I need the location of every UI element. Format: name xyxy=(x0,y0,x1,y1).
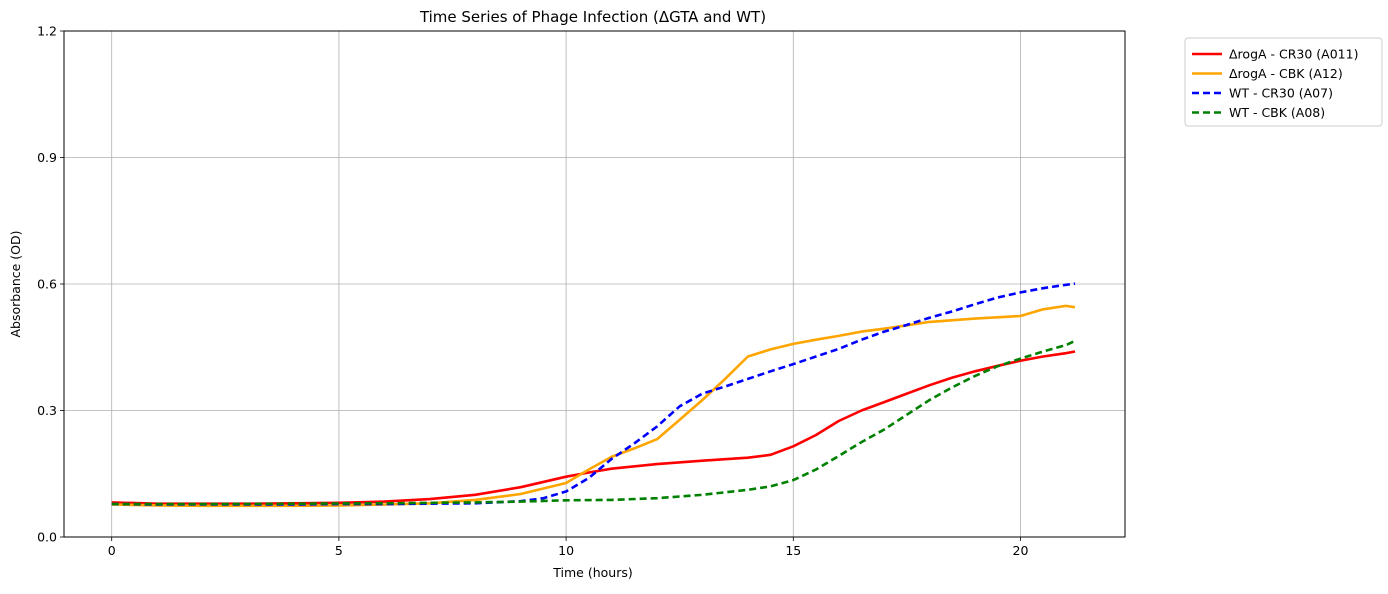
y-axis-label: Absorbance (OD) xyxy=(8,230,23,337)
series-line-1 xyxy=(111,350,1076,506)
grid-lines xyxy=(64,30,1125,538)
x-tick-label: 10 xyxy=(558,543,574,558)
legend-label-1: ΔrogA - CR30 (A011) xyxy=(1229,47,1358,62)
legend-items: ΔrogA - CR30 (A011) ΔrogA - CBK (A12) WT -… xyxy=(1192,47,1358,120)
y-tick-label: 0.6 xyxy=(37,277,57,292)
series-line-4 xyxy=(111,339,1076,506)
y-tick-label: 0.3 xyxy=(37,403,57,418)
chart-title: Time Series of Phage Infection (ΔGTA and… xyxy=(419,8,766,26)
legend-label-3: WT - CR30 (A07) xyxy=(1229,86,1333,101)
x-tick-label: 5 xyxy=(335,543,343,558)
axis-ticks: 0 5 10 15 20 0.0 0.3 0.6 0.9 1.2 xyxy=(37,24,1028,559)
legend-box xyxy=(1184,37,1383,127)
y-tick-label: 0.0 xyxy=(37,530,57,545)
x-axis-label: Time (hours) xyxy=(552,565,632,580)
x-tick-label: 20 xyxy=(1013,543,1029,558)
series-lines xyxy=(111,282,1076,508)
y-tick-label: 0.9 xyxy=(37,150,57,165)
x-tick-label: 0 xyxy=(108,543,116,558)
legend: ΔrogA - CR30 (A011) ΔrogA - CBK (A12) WT -… xyxy=(1184,37,1383,127)
y-tick-label: 1.2 xyxy=(37,24,57,39)
legend-label-4: WT - CBK (A08) xyxy=(1229,105,1325,120)
x-tick-label: 15 xyxy=(785,543,801,558)
legend-label-2: ΔrogA - CBK (A12) xyxy=(1229,66,1343,81)
